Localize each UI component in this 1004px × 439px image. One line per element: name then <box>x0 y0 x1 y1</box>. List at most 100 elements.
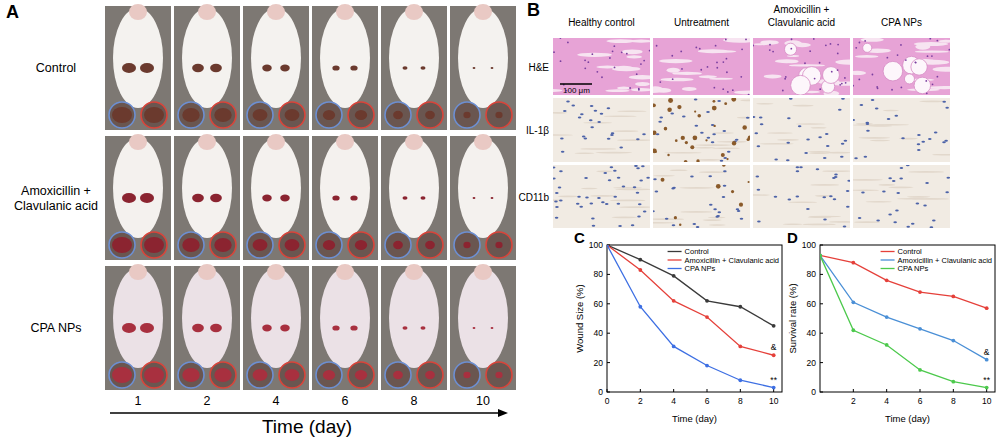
nucleus <box>789 98 793 100</box>
nucleus <box>641 165 645 167</box>
nucleus <box>656 133 660 135</box>
mouse-head <box>405 4 423 20</box>
nucleus <box>787 117 791 119</box>
fiber <box>656 88 671 93</box>
nucleus <box>553 167 555 169</box>
mouse-body <box>458 8 508 108</box>
nucleus <box>732 89 734 91</box>
wound <box>393 241 403 249</box>
wound-inset <box>316 232 342 258</box>
mouse-head <box>129 4 147 20</box>
legend-label: CPA NPs <box>898 264 929 273</box>
nucleus <box>853 85 854 87</box>
row-label: Amoxicillin + <box>21 184 91 198</box>
histology-tile <box>753 165 850 228</box>
nucleus <box>819 88 821 90</box>
nucleus <box>638 88 640 90</box>
fiber <box>610 200 645 202</box>
nucleus <box>831 71 833 73</box>
fiber <box>740 100 750 102</box>
histology-tile <box>753 98 850 162</box>
nucleus <box>844 140 848 142</box>
fiber <box>796 123 825 125</box>
wound <box>332 195 339 200</box>
series-point <box>672 299 676 303</box>
wound <box>214 238 231 252</box>
mouse-head <box>405 264 423 280</box>
histology-tile <box>653 165 750 228</box>
fiber <box>698 159 721 161</box>
mouse-photo <box>450 4 516 130</box>
nucleus <box>601 201 605 203</box>
nucleus <box>796 170 800 172</box>
stain <box>713 100 716 103</box>
nucleus <box>715 45 717 47</box>
nucleus <box>841 98 845 100</box>
day-label: 10 <box>476 394 490 408</box>
wound-inset <box>454 232 480 258</box>
wound <box>112 367 132 383</box>
stain <box>693 136 698 141</box>
wound <box>140 193 154 203</box>
stain <box>731 98 736 102</box>
mouse-body <box>113 138 163 238</box>
fiber <box>907 196 931 198</box>
stain <box>667 154 669 156</box>
fat-cell <box>791 75 811 95</box>
nucleus <box>847 180 850 182</box>
nucleus <box>726 71 728 73</box>
wound-inset <box>385 362 411 388</box>
stain <box>653 103 656 107</box>
stain <box>697 114 701 118</box>
series-point <box>885 278 889 282</box>
wound <box>214 108 231 122</box>
nucleus <box>932 83 934 85</box>
series-point <box>985 386 989 390</box>
nucleus <box>804 62 806 64</box>
nucleus <box>826 145 830 147</box>
fat-cell <box>883 61 903 81</box>
mouse-body <box>182 268 232 368</box>
nucleus <box>681 68 683 70</box>
fiber <box>553 112 567 114</box>
nucleus <box>560 60 562 62</box>
nucleus <box>760 123 764 125</box>
series-point <box>918 327 922 331</box>
x-tick-label: 6 <box>918 396 923 406</box>
nucleus <box>936 40 938 42</box>
fiber <box>679 187 714 189</box>
stain <box>694 110 696 112</box>
nucleus <box>584 138 588 140</box>
wound-inset <box>178 232 204 258</box>
tile-bg <box>753 165 850 228</box>
nucleus <box>582 135 586 137</box>
nucleus <box>640 63 642 65</box>
time-arrow <box>110 412 500 414</box>
fiber <box>682 87 697 91</box>
legend-swatch <box>668 251 682 252</box>
row-label: CD11b <box>519 192 550 203</box>
fiber <box>883 110 899 112</box>
nucleus <box>700 69 702 71</box>
nucleus <box>834 176 838 178</box>
mouse-body <box>389 8 439 108</box>
photo-bg <box>450 266 516 390</box>
nucleus <box>932 220 936 222</box>
nucleus <box>753 116 755 118</box>
tile-bg <box>653 38 750 95</box>
y-tick <box>607 333 610 334</box>
chart: C0246810020406080100Time (day)Wound Size… <box>574 229 782 424</box>
nucleus <box>823 218 827 220</box>
nucleus <box>830 43 832 45</box>
day-label: 6 <box>342 394 349 408</box>
nucleus <box>806 138 810 140</box>
wound <box>144 237 164 253</box>
fiber <box>558 196 578 198</box>
wound-inset <box>279 362 305 388</box>
wound <box>210 194 222 202</box>
fiber <box>734 91 750 95</box>
mouse-photo <box>381 4 447 130</box>
wound <box>112 237 132 253</box>
nucleus <box>597 197 601 199</box>
nucleus <box>636 73 638 75</box>
